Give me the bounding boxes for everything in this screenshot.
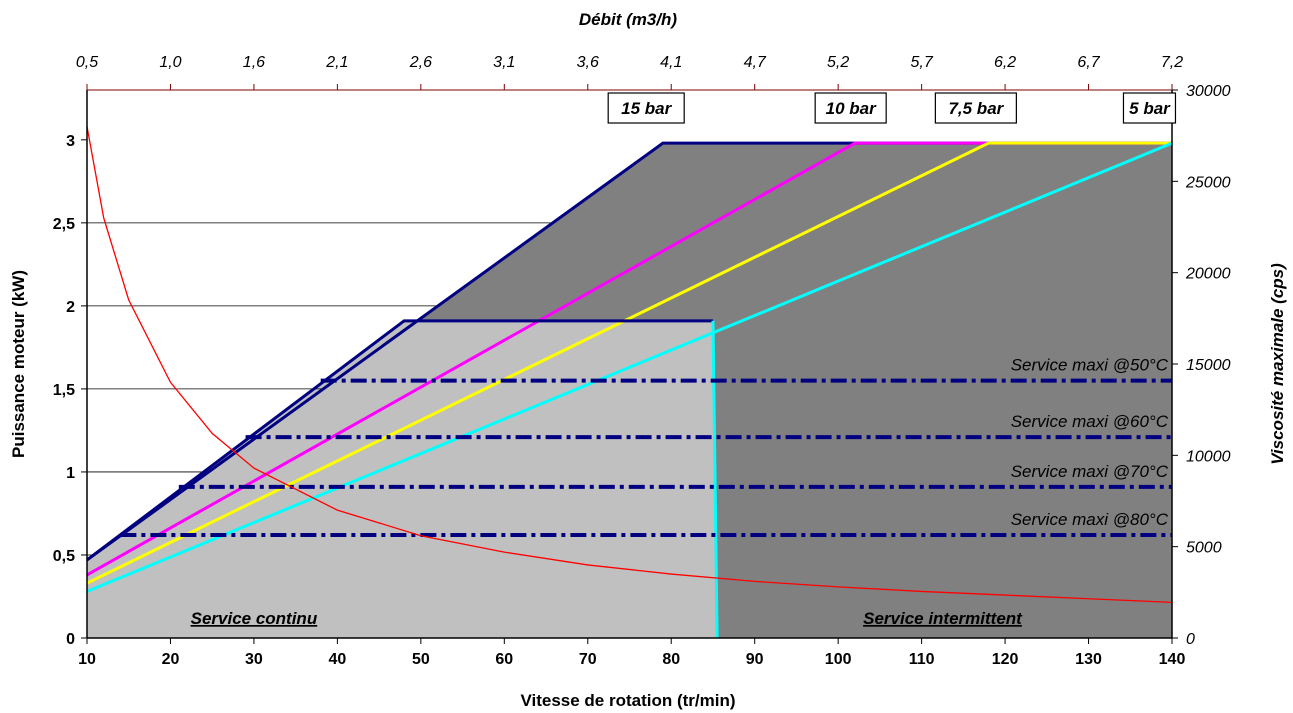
x2-tick-label-1: 1,0: [159, 54, 181, 71]
service-max-label-1: Service maxi @60°C: [1011, 412, 1169, 431]
y-tick-label-0: 0: [66, 631, 75, 648]
y2-tick-label-4: 20000: [1185, 266, 1231, 283]
x2-tick-label-9: 5,2: [827, 54, 849, 71]
series-label-box-3: [1122, 92, 1177, 124]
chart-labels: 15 bar 10 bar 7,5 bar 5 bar Service continu S…: [191, 92, 1177, 628]
service-max-label-0: Service maxi @50°C: [1011, 356, 1169, 375]
x-tick-label-7: 80: [662, 651, 680, 668]
y2-tick-label-3: 15000: [1186, 357, 1231, 374]
x-tick-label-5: 60: [495, 651, 513, 668]
y2-tick-label-5: 25000: [1185, 174, 1231, 191]
series-label-box-1: [814, 92, 887, 124]
y-axis-title: Puissance moteur (kW): [9, 270, 28, 458]
x2-tick-label-13: 7,2: [1161, 54, 1183, 71]
x2-tick-label-2: 1,6: [243, 54, 265, 71]
y2-tick-label-0: 0: [1186, 631, 1195, 648]
series-label-0: 15 bar: [621, 99, 672, 118]
service-max-label-2: Service maxi @70°C: [1011, 462, 1169, 481]
zone-label-intermittent: Service intermittent: [863, 609, 1023, 628]
y-tick-label-6: 3: [66, 133, 75, 150]
x-tick-label-11: 120: [992, 651, 1019, 668]
series-label-2: 7,5 bar: [948, 99, 1004, 118]
x2-tick-label-10: 5,7: [910, 54, 933, 71]
x2-tick-label-8: 4,7: [744, 54, 767, 71]
gridlines: [87, 222, 553, 556]
y-tick-label-1: 0,5: [53, 548, 75, 565]
x-axis-title: Vitesse de rotation (tr/min): [520, 691, 735, 710]
x2-tick-label-4: 2,6: [409, 54, 432, 71]
x-tick-label-13: 140: [1159, 651, 1186, 668]
series-label-box-0: [607, 92, 685, 124]
x-tick-label-0: 10: [78, 651, 96, 668]
series-label-box-2: [934, 92, 1017, 124]
x-tick-label-10: 110: [909, 651, 935, 668]
y2-tick-label-6: 30000: [1186, 83, 1231, 100]
x-tick-label-9: 100: [825, 651, 852, 668]
y2-tick-label-1: 5000: [1186, 540, 1222, 557]
x2-tick-label-11: 6,2: [994, 54, 1016, 71]
x2-tick-label-7: 4,1: [660, 54, 682, 71]
continuous-limit-line: [86, 319, 713, 562]
x2-tick-label-12: 6,7: [1077, 54, 1100, 71]
zone-label-continu: Service continu: [191, 609, 318, 628]
zone-service-continu: [87, 320, 718, 638]
y-tick-label-4: 2: [66, 299, 75, 316]
y2-axis-title: Viscosité maximale (cps): [1268, 263, 1287, 465]
x2-axis-title: Débit (m3/h): [579, 10, 678, 29]
x-tick-label-4: 50: [412, 651, 430, 668]
x-tick-label-1: 20: [162, 651, 180, 668]
x2-tick-label-6: 3,6: [577, 54, 599, 71]
y-tick-label-3: 1,5: [53, 382, 75, 399]
y-tick-label-2: 1: [66, 465, 75, 482]
series-line-3: [86, 141, 1173, 593]
continuous-limit-drop: [711, 320, 719, 639]
series-label-3: 5 bar: [1129, 99, 1171, 118]
y-tick-label-5: 2,5: [53, 216, 75, 233]
x-tick-label-3: 40: [328, 651, 346, 668]
x2-tick-label-5: 3,1: [493, 54, 515, 71]
y2-tick-label-2: 10000: [1186, 448, 1231, 465]
viscosity-curve: [86, 126, 1173, 604]
x-tick-label-6: 70: [579, 651, 597, 668]
series-label-1: 10 bar: [826, 99, 877, 118]
service-maxi-lines: Service maxi @50°C Service maxi @60°C Serv…: [120, 356, 1172, 538]
x-tick-label-8: 90: [746, 651, 764, 668]
service-max-label-3: Service maxi @80°C: [1011, 510, 1169, 529]
x2-tick-label-3: 2,1: [325, 54, 348, 71]
x2-tick-label-0: 0,5: [76, 54, 98, 71]
viscosity-line: [86, 126, 1173, 604]
x-tick-label-12: 130: [1075, 651, 1102, 668]
continuous-service-limit: [86, 319, 719, 639]
service-zones: [87, 143, 1172, 638]
x-tick-label-2: 30: [245, 651, 263, 668]
